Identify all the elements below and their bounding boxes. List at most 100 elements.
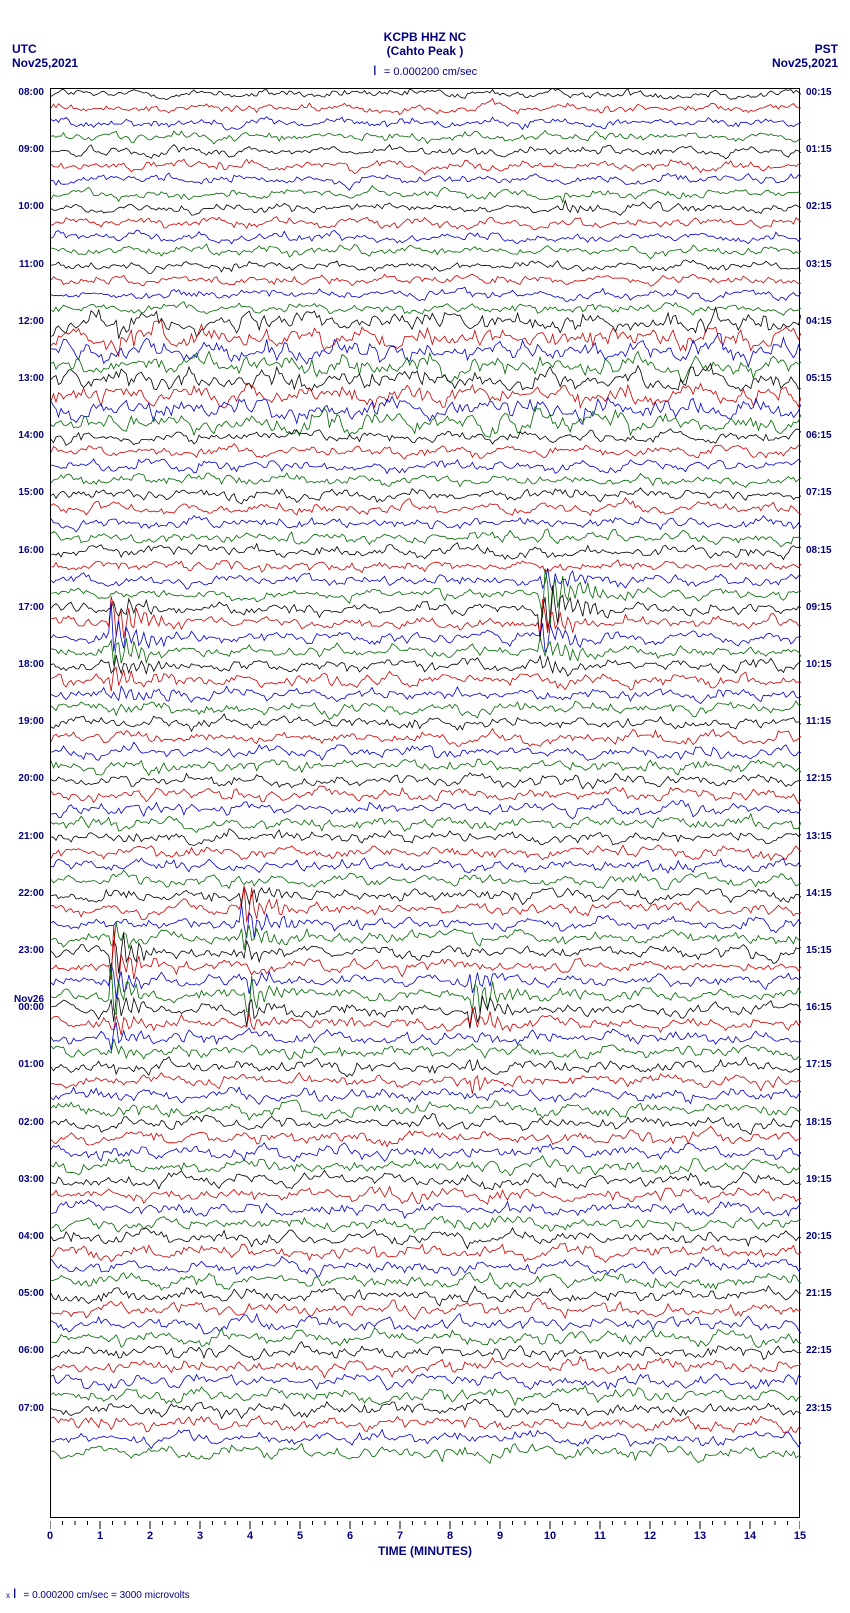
seismic-trace (51, 287, 801, 301)
utc-time-label: 21:00 (18, 831, 44, 842)
utc-time-label: 11:00 (19, 259, 44, 270)
x-tick: 2 (147, 1530, 153, 1542)
header: KCPB HHZ NC (Cahto Peak ) I = 0.000200 c… (0, 30, 850, 78)
pst-time-label: 20:15 (806, 1231, 832, 1242)
seismic-trace (51, 1200, 801, 1219)
seismic-trace (51, 1273, 801, 1291)
seismogram-plot (50, 88, 800, 1518)
pst-time-label: 11:15 (806, 716, 831, 727)
x-tick: 4 (247, 1530, 253, 1542)
utc-time-label: 12:00 (18, 316, 44, 327)
seismic-trace (51, 637, 801, 666)
seismic-trace (51, 964, 801, 999)
timezone-right: PST Nov25,2021 (772, 42, 838, 70)
pst-time-label: 00:15 (806, 87, 832, 98)
x-tick: 7 (397, 1530, 403, 1542)
seismic-trace (51, 667, 801, 691)
pst-time-label: 12:15 (806, 773, 832, 784)
pst-time-label: 18:15 (806, 1117, 832, 1128)
seismic-trace (51, 244, 801, 259)
seismic-trace (51, 845, 801, 860)
pst-time-label: 14:15 (806, 888, 832, 899)
seismic-trace (51, 934, 801, 974)
seismic-trace (51, 1444, 801, 1464)
seismic-trace (51, 186, 801, 203)
utc-time-label: 06:00 (18, 1345, 44, 1356)
seismic-trace (51, 260, 801, 274)
seismic-trace (51, 1416, 801, 1433)
pst-time-label: 07:15 (806, 487, 832, 498)
seismic-trace (51, 1357, 801, 1378)
seismic-trace (51, 89, 801, 100)
tz-right-date: Nov25,2021 (772, 56, 838, 70)
seismic-trace (51, 396, 801, 424)
seismic-trace (51, 1008, 801, 1035)
utc-time-label: 00:00 (18, 1002, 44, 1013)
seismic-trace (51, 488, 801, 504)
scale-bar-icon: I (373, 62, 377, 78)
seismic-trace (51, 759, 801, 775)
seismic-trace (51, 274, 801, 286)
seismic-trace (51, 383, 801, 408)
seismic-trace (51, 1143, 801, 1162)
scale-note: I = 0.000200 cm/sec (0, 62, 850, 78)
seismic-trace (51, 1228, 801, 1249)
seismic-trace (51, 173, 801, 190)
pst-time-label: 02:15 (806, 201, 832, 212)
seismic-trace (51, 1314, 801, 1334)
utc-time-label: 17:00 (18, 602, 44, 613)
x-tick: 12 (644, 1530, 656, 1542)
seismic-trace (51, 217, 801, 230)
seismic-trace (51, 444, 801, 459)
scale-value: = 0.000200 cm/sec (384, 66, 477, 78)
pst-time-label: 16:15 (806, 1002, 832, 1013)
seismic-trace (51, 887, 801, 905)
seismic-trace (51, 516, 801, 532)
utc-time-label: 04:00 (18, 1231, 44, 1242)
seismic-trace (51, 1087, 801, 1104)
utc-time-label: 09:00 (18, 144, 44, 155)
seismic-trace (51, 1328, 801, 1348)
station-code: KCPB HHZ NC (0, 30, 850, 44)
x-axis-label: TIME (MINUTES) (50, 1544, 800, 1558)
seismic-trace (51, 1187, 801, 1205)
seismic-trace (51, 1039, 801, 1060)
seismic-trace (51, 786, 801, 803)
pst-time-label: 19:15 (806, 1174, 832, 1185)
seismic-trace (51, 1430, 801, 1449)
tz-right-label: PST (772, 42, 838, 56)
x-tick: 14 (744, 1530, 756, 1542)
utc-time-label: 18:00 (18, 659, 44, 670)
seismic-trace (51, 1243, 801, 1262)
seismic-trace (51, 1372, 801, 1391)
utc-time-label: 08:00 (18, 87, 44, 98)
seismic-trace (51, 529, 801, 547)
tz-left-date: Nov25,2021 (12, 56, 78, 70)
utc-time-label: 22:00 (18, 888, 44, 899)
seismic-trace (51, 742, 801, 760)
seismic-trace (51, 145, 801, 159)
seismic-trace (51, 159, 801, 174)
seismic-trace (51, 201, 801, 216)
seismic-trace (51, 596, 801, 638)
x-tick: 11 (594, 1530, 606, 1542)
tz-left-label: UTC (12, 42, 78, 56)
seismic-trace (51, 1216, 801, 1233)
seismic-trace (51, 814, 801, 833)
pst-time-label: 04:15 (806, 316, 832, 327)
x-tick: 10 (544, 1530, 556, 1542)
seismic-trace (51, 1386, 801, 1406)
pst-time-labels: 00:1501:1502:1503:1504:1505:1506:1507:15… (802, 88, 850, 1518)
seismic-trace (51, 829, 801, 846)
pst-time-label: 05:15 (806, 373, 832, 384)
pst-time-label: 23:15 (806, 1403, 832, 1414)
x-tick: 13 (694, 1530, 706, 1542)
pst-time-label: 22:15 (806, 1345, 832, 1356)
seismic-trace (51, 714, 801, 731)
seismic-trace (51, 858, 801, 873)
pst-time-label: 21:15 (806, 1288, 832, 1299)
footer-scale-text: = 0.000200 cm/sec = 3000 microvolts (23, 1590, 189, 1601)
station-location: (Cahto Peak ) (0, 44, 850, 58)
x-tick: 6 (347, 1530, 353, 1542)
pst-time-label: 15:15 (806, 945, 832, 956)
